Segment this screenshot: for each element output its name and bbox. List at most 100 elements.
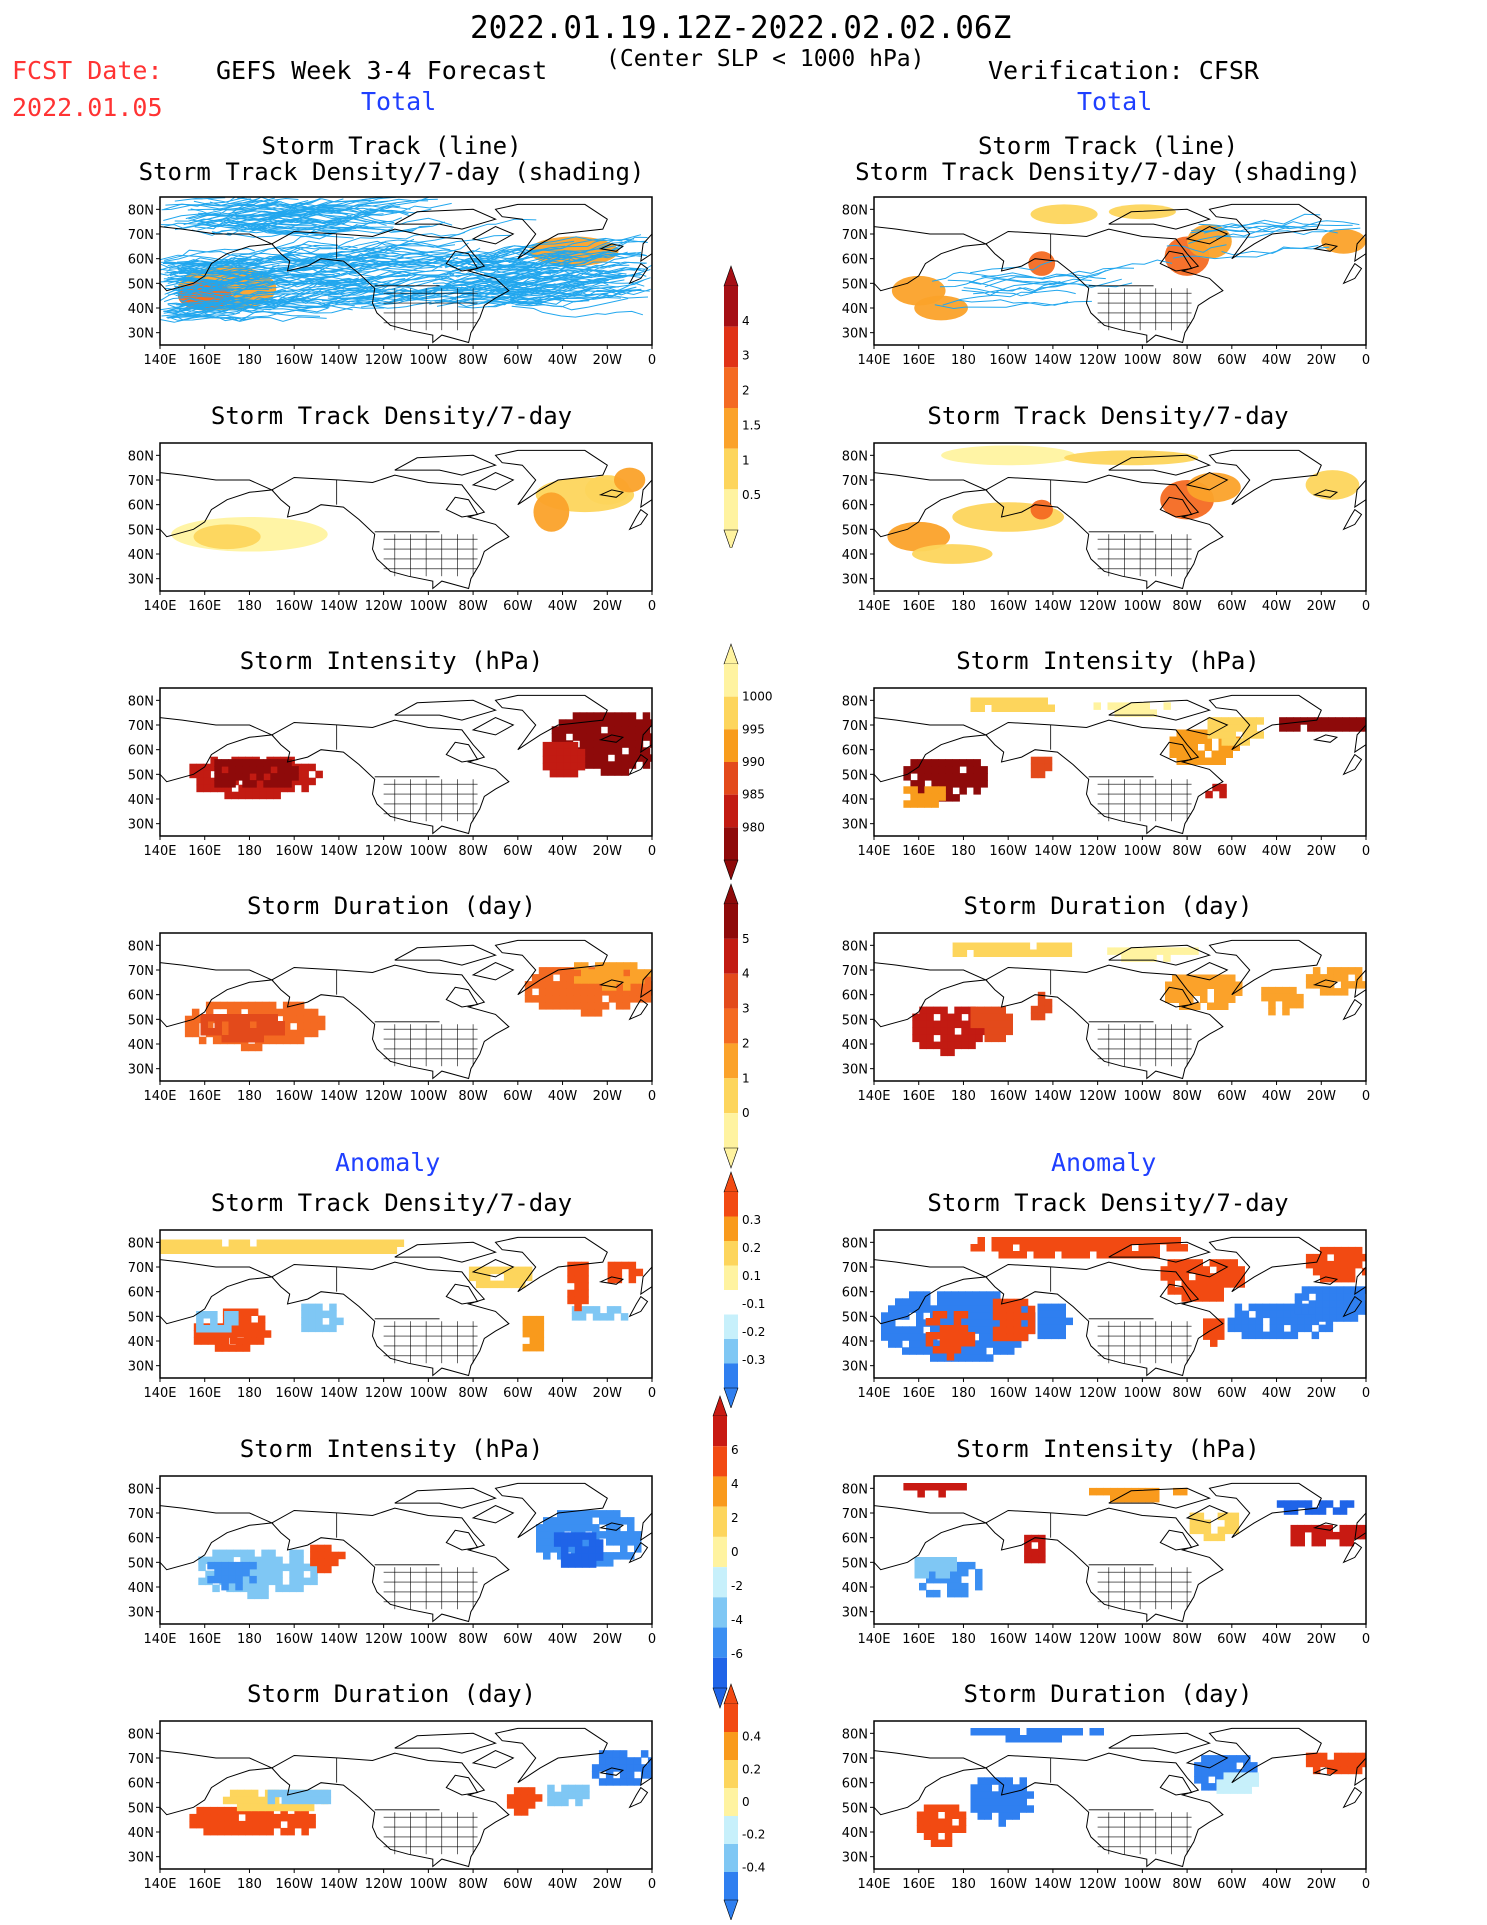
field-cell	[1283, 1500, 1292, 1508]
field-cell	[592, 1510, 600, 1518]
field-cell	[1145, 1487, 1153, 1496]
field-cell	[623, 962, 631, 970]
field-cell	[998, 1027, 1006, 1036]
field-cell	[1223, 1273, 1231, 1281]
field-cell	[198, 1556, 206, 1565]
lon-tick-label: 160W	[275, 1877, 313, 1892]
field-cell	[1360, 1531, 1366, 1540]
field-cell	[1333, 1766, 1342, 1775]
field-cell	[1195, 1266, 1203, 1274]
field-cell	[1347, 1253, 1356, 1262]
field-cell	[1089, 1487, 1097, 1496]
field-cell	[586, 719, 595, 727]
field-cell	[250, 1796, 259, 1805]
field-cell	[931, 1483, 939, 1491]
lon-tick-label: 80W	[1172, 844, 1202, 859]
map-track-left: 140E 160E 180 160W 140W 120W 100W 80W 60W 40W 20W 0…	[128, 196, 656, 368]
field-cell	[1114, 702, 1122, 710]
field-cell	[529, 1343, 538, 1352]
coastline	[985, 1752, 1224, 1868]
map-frame	[159, 1229, 653, 1379]
lon-tick-label: 120W	[365, 1632, 403, 1647]
field-cell	[1229, 1762, 1237, 1770]
field-cell	[1248, 1303, 1257, 1312]
lat-tick-label: 40N	[842, 548, 868, 563]
storm-track-line	[447, 268, 642, 289]
field-cell	[1297, 1317, 1306, 1326]
field-cell	[1297, 1500, 1306, 1508]
field-cell	[267, 1796, 276, 1805]
field-cell	[214, 1239, 223, 1247]
storm-track-line	[511, 305, 644, 318]
field-cell	[998, 1237, 1006, 1245]
field-cell	[1001, 949, 1010, 957]
field-cell	[235, 1568, 243, 1577]
field-cell	[331, 1551, 339, 1560]
lon-tick-label: 180	[237, 1089, 262, 1104]
field-cell	[1037, 998, 1046, 1007]
coastline	[874, 1750, 988, 1816]
field-cell	[224, 784, 232, 793]
field-cell	[520, 1801, 529, 1809]
field-cell	[210, 784, 218, 793]
lat-tick-label: 70N	[842, 228, 868, 243]
field-cell	[242, 773, 250, 781]
field-cell	[1110, 1487, 1118, 1496]
field-cell	[207, 1575, 215, 1584]
field-cell	[1040, 1251, 1048, 1259]
field-cell	[1020, 1326, 1029, 1335]
field-cell	[243, 1315, 252, 1323]
field-cell	[267, 1789, 276, 1798]
field-cell	[1196, 1526, 1205, 1535]
lat-tick-label: 40N	[842, 1038, 868, 1053]
storm-track-line	[163, 249, 252, 261]
field-cell	[247, 1556, 255, 1565]
lon-tick-label: 100W	[410, 1089, 448, 1104]
field-cell	[620, 1552, 628, 1560]
field-cell	[1183, 750, 1191, 758]
field-cell	[586, 761, 595, 769]
field-cell	[593, 719, 602, 727]
field-cell	[629, 981, 638, 989]
coastline	[1312, 1522, 1339, 1531]
colorbar-label: 1	[742, 453, 750, 467]
lat-tick-label: 70N	[128, 1752, 154, 1767]
field-cell	[1230, 1259, 1238, 1267]
field-cell	[938, 766, 946, 774]
colorbar-segment	[724, 1844, 738, 1872]
field-cell	[1361, 1759, 1366, 1768]
field-cell	[1064, 949, 1073, 957]
field-cell	[522, 1315, 531, 1324]
field-cell	[1290, 1507, 1299, 1515]
field-cell	[1276, 1331, 1285, 1340]
field-cell	[614, 761, 623, 769]
field-cell	[1096, 1251, 1104, 1259]
field-cell	[333, 1239, 342, 1247]
colorbar-label: 0.3	[742, 1213, 761, 1227]
field-cell	[1044, 1324, 1052, 1333]
field-cell	[1282, 1007, 1290, 1016]
field-cell	[1231, 1526, 1240, 1535]
field-cell	[986, 1333, 994, 1341]
field-cell	[938, 780, 946, 788]
field-cell	[970, 1006, 978, 1015]
field-cell	[1131, 1251, 1139, 1259]
field-cell	[549, 769, 558, 778]
field-cell	[301, 784, 309, 793]
field-cell	[1037, 1310, 1045, 1319]
lat-tick-label: 80N	[842, 449, 868, 464]
field-cell	[970, 1798, 978, 1806]
lon-tick-label: 60W	[1217, 1632, 1247, 1647]
field-cell	[935, 1571, 943, 1579]
lon-tick-label: 100W	[410, 353, 448, 368]
field-cell	[205, 1008, 214, 1017]
field-cell	[627, 1552, 635, 1560]
field-cell	[238, 1820, 246, 1829]
field-cell	[193, 1246, 202, 1254]
field-cell	[1019, 1251, 1027, 1259]
field-cell	[324, 1565, 332, 1574]
field-cell	[1255, 1317, 1264, 1326]
lon-tick-label: 140E	[143, 1632, 176, 1647]
field-cell	[991, 1244, 999, 1252]
field-cell	[937, 1305, 945, 1313]
